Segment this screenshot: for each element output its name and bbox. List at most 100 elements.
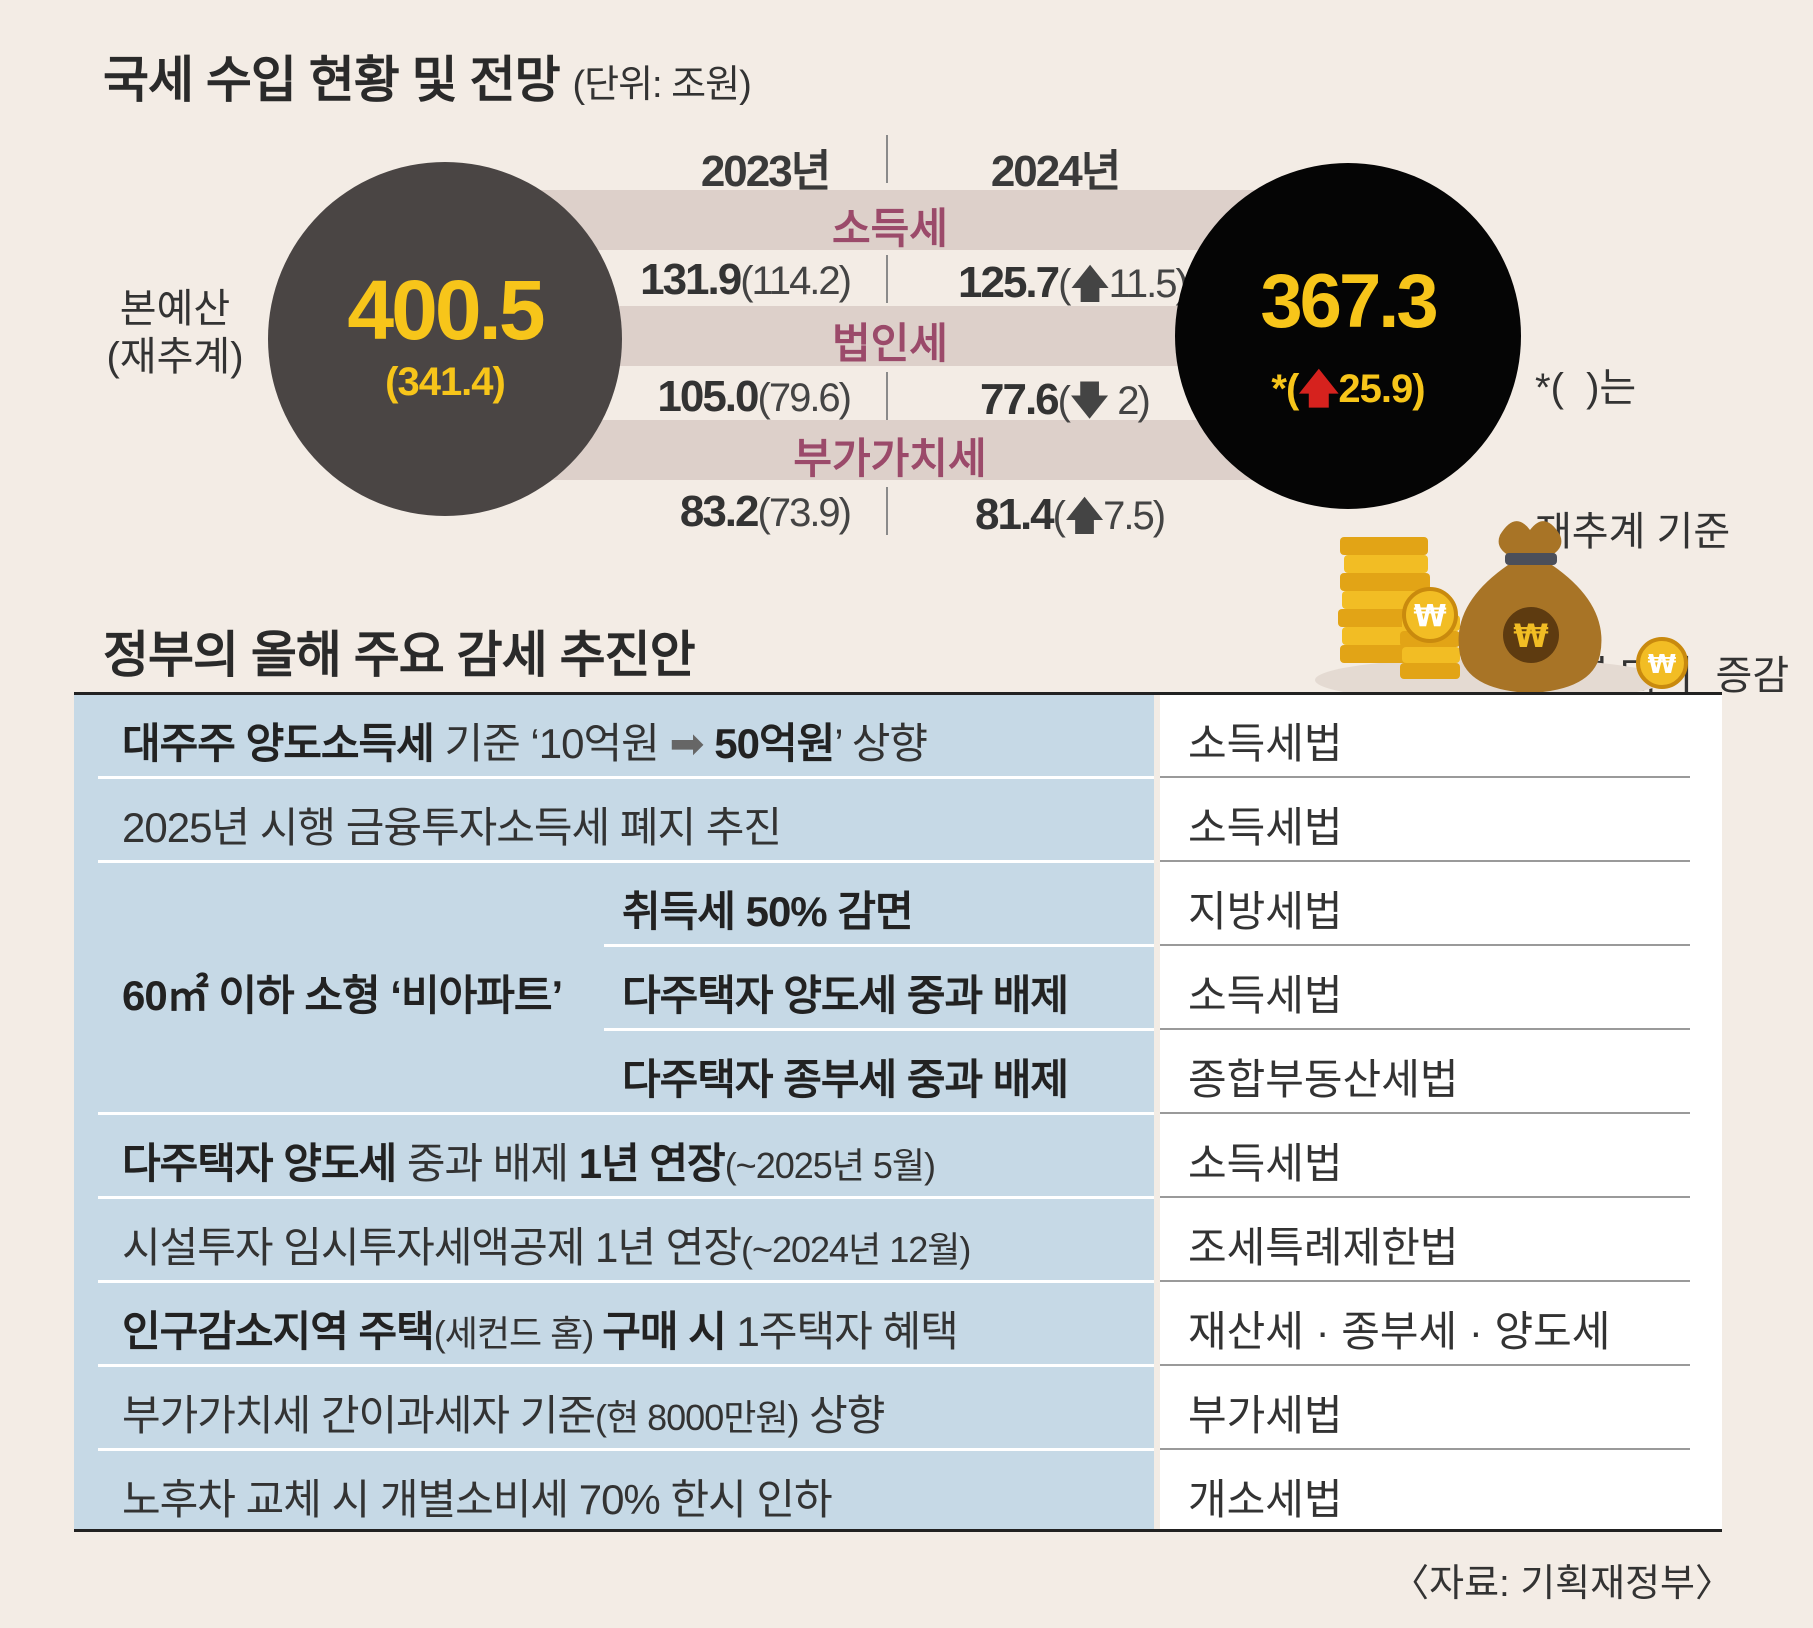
plan-row-10: 노후차 교체 시 개별소비세 70% 한시 인하 — [122, 1476, 833, 1523]
arrow-up-icon: 🡅 — [1298, 367, 1339, 411]
income-2024-delta: 11.5) — [1108, 262, 1189, 306]
arrow-down-icon: 🡇 — [1068, 379, 1110, 423]
g3-text: 다주택자 종부세 중과 배제 — [622, 1056, 1069, 1103]
plan-row-6: 다주택자 양도세 중과 배제 1년 연장(~2025년 5월) — [122, 1130, 936, 1191]
income-2024-value: 125.7(🡅11.5) — [958, 255, 1189, 323]
law-row-7: 조세특례제한법 — [1188, 1224, 1459, 1271]
arrow-up-icon: 🡅 — [1063, 494, 1105, 538]
row-separator — [1160, 1112, 1690, 1114]
row-separator — [98, 1280, 1154, 1283]
r9-text2: 상향 — [798, 1392, 885, 1439]
group-label-text: 60㎡ 이하 소형 ‘비아파트’ — [122, 972, 563, 1019]
tax-name-corporate: 법인세 — [832, 320, 948, 367]
row-separator — [604, 1028, 1154, 1031]
income-2024-main: 125.7 — [958, 258, 1060, 307]
income-2023-value: 131.9(114.2) — [590, 255, 852, 305]
total-2023-circle — [268, 162, 622, 516]
plan-row-9: 부가가치세 간이과세자 기준(현 8000만원) 상향 — [122, 1382, 885, 1443]
vat-2023-value: 83.2(73.9) — [590, 487, 852, 537]
row-separator — [98, 1364, 1154, 1367]
plan-group-item-3: 다주택자 종부세 중과 배제 — [622, 1046, 1069, 1107]
left-label-line1: 본예산 — [119, 287, 231, 331]
tax-name-vat: 부가가치세 — [793, 435, 987, 482]
won-symbol: ₩ — [1648, 650, 1677, 680]
row-separator — [1160, 944, 1690, 946]
corporate-divider — [886, 372, 888, 420]
arrow-right-icon: ➡ — [669, 720, 704, 767]
row-separator — [604, 944, 1154, 947]
year-2023-header: 2023년 — [700, 147, 831, 196]
row-separator — [1160, 1028, 1690, 1030]
r9-text1: 부가가치세 간이과세자 기준 — [122, 1392, 596, 1439]
row-separator — [98, 860, 1154, 863]
total-2023-sub: (341.4) — [385, 360, 506, 404]
row-separator — [98, 1448, 1154, 1451]
total-2024-sub-prefix: *( — [1271, 367, 1299, 411]
total-2024-circle — [1175, 163, 1521, 509]
coin-icon — [1636, 637, 1688, 689]
income-2023-main: 131.9 — [640, 255, 742, 304]
plan-row-8: 인구감소지역 주택(세컨드 홈) 구매 시 1주택자 혜택 — [122, 1298, 959, 1359]
law-row-9: 부가세법 — [1188, 1392, 1343, 1439]
total-2024-sub: *(🡅25.9) — [1175, 360, 1521, 428]
row-separator — [1160, 1196, 1690, 1198]
band-income-tax — [540, 190, 1260, 250]
vat-2024-delta: 7.5) — [1103, 494, 1166, 538]
law-row-2: 소득세법 — [1188, 804, 1343, 851]
plan-row-2: 2025년 시행 금융투자소득세 폐지 추진 — [122, 804, 782, 851]
vat-2024-main: 81.4 — [975, 490, 1055, 539]
r1-bold2: 50억원 — [703, 720, 835, 767]
total-2023-value: 400.5 — [347, 263, 545, 357]
corporate-2023-sub: (79.6) — [757, 376, 852, 420]
corporate-2024-delta: 2) — [1108, 379, 1151, 423]
r6-small: (~2025년 5월) — [724, 1145, 936, 1186]
plan-group-item-1: 취득세 50% 감면 — [622, 878, 914, 939]
note-line1: *( )는 — [1535, 366, 1637, 410]
row-separator — [1160, 1448, 1690, 1450]
law-row-10: 개소세법 — [1188, 1476, 1343, 1523]
row-separator — [1160, 1280, 1690, 1282]
corporate-2024-open: ( — [1057, 379, 1071, 423]
vat-2024-value: 81.4(🡅7.5) — [975, 487, 1166, 555]
plan-title: 정부의 올해 주요 감세 추진안 — [103, 627, 696, 683]
r1-text2: ’ 상향 — [834, 720, 928, 767]
r8-bold1: 인구감소지역 주택 — [122, 1308, 435, 1355]
income-divider — [886, 255, 888, 303]
g2-text: 다주택자 양도세 중과 배제 — [622, 972, 1069, 1019]
law-group-3: 종합부동산세법 — [1188, 1056, 1459, 1103]
left-budget-label: 본예산 (재추계) — [100, 285, 250, 381]
source-note: 〈자료: 기획재정부〉 — [1391, 1563, 1733, 1605]
r6-bold1: 다주택자 양도세 — [122, 1140, 397, 1187]
won-symbol: ₩ — [1413, 599, 1446, 634]
table-top-border — [74, 692, 1722, 695]
row-separator — [98, 1196, 1154, 1199]
coin-icon — [1402, 587, 1458, 643]
law-group-2: 소득세법 — [1188, 972, 1343, 1019]
r1-bold1: 대주주 양도소득세 — [122, 720, 435, 767]
revenue-unit: (단위: 조원) — [572, 64, 751, 106]
g1-text: 취득세 50% 감면 — [622, 888, 914, 935]
left-label-line2: (재추계) — [106, 335, 244, 379]
tax-name-income: 소득세 — [832, 205, 948, 252]
law-group-1: 지방세법 — [1188, 888, 1343, 935]
row-separator — [98, 776, 1154, 779]
total-2024-value: 367.3 — [1260, 259, 1438, 344]
r6-text1: 중과 배제 — [396, 1140, 579, 1187]
corporate-2023-main: 105.0 — [657, 372, 759, 421]
plan-table: 대주주 양도소득세 기준 ‘10억원 ➡ 50억원’ 상향 소득세법 2025년… — [74, 692, 1722, 1532]
vat-2023-main: 83.2 — [679, 487, 760, 536]
revenue-title-text: 국세 수입 현황 및 전망 — [103, 52, 561, 108]
income-2023-sub: (114.2) — [740, 259, 852, 303]
total-2024-sub-value: 25.9) — [1338, 367, 1425, 411]
law-row-8: 재산세 · 종부세 · 양도세 — [1188, 1308, 1611, 1355]
row-separator — [1160, 1364, 1690, 1366]
row-separator — [1160, 860, 1690, 862]
corporate-2023-value: 105.0(79.6) — [590, 372, 852, 422]
r9-small: (현 8000만원) — [595, 1397, 799, 1438]
r7-text: 시설투자 임시투자세액공제 1년 연장 — [122, 1224, 742, 1271]
vat-2023-sub: (73.9) — [757, 491, 852, 535]
year-2024-header: 2024년 — [990, 147, 1121, 196]
plan-group-label: 60㎡ 이하 소형 ‘비아파트’ — [122, 962, 563, 1023]
law-row-6: 소득세법 — [1188, 1140, 1343, 1187]
plan-group-item-2: 다주택자 양도세 중과 배제 — [622, 962, 1069, 1023]
